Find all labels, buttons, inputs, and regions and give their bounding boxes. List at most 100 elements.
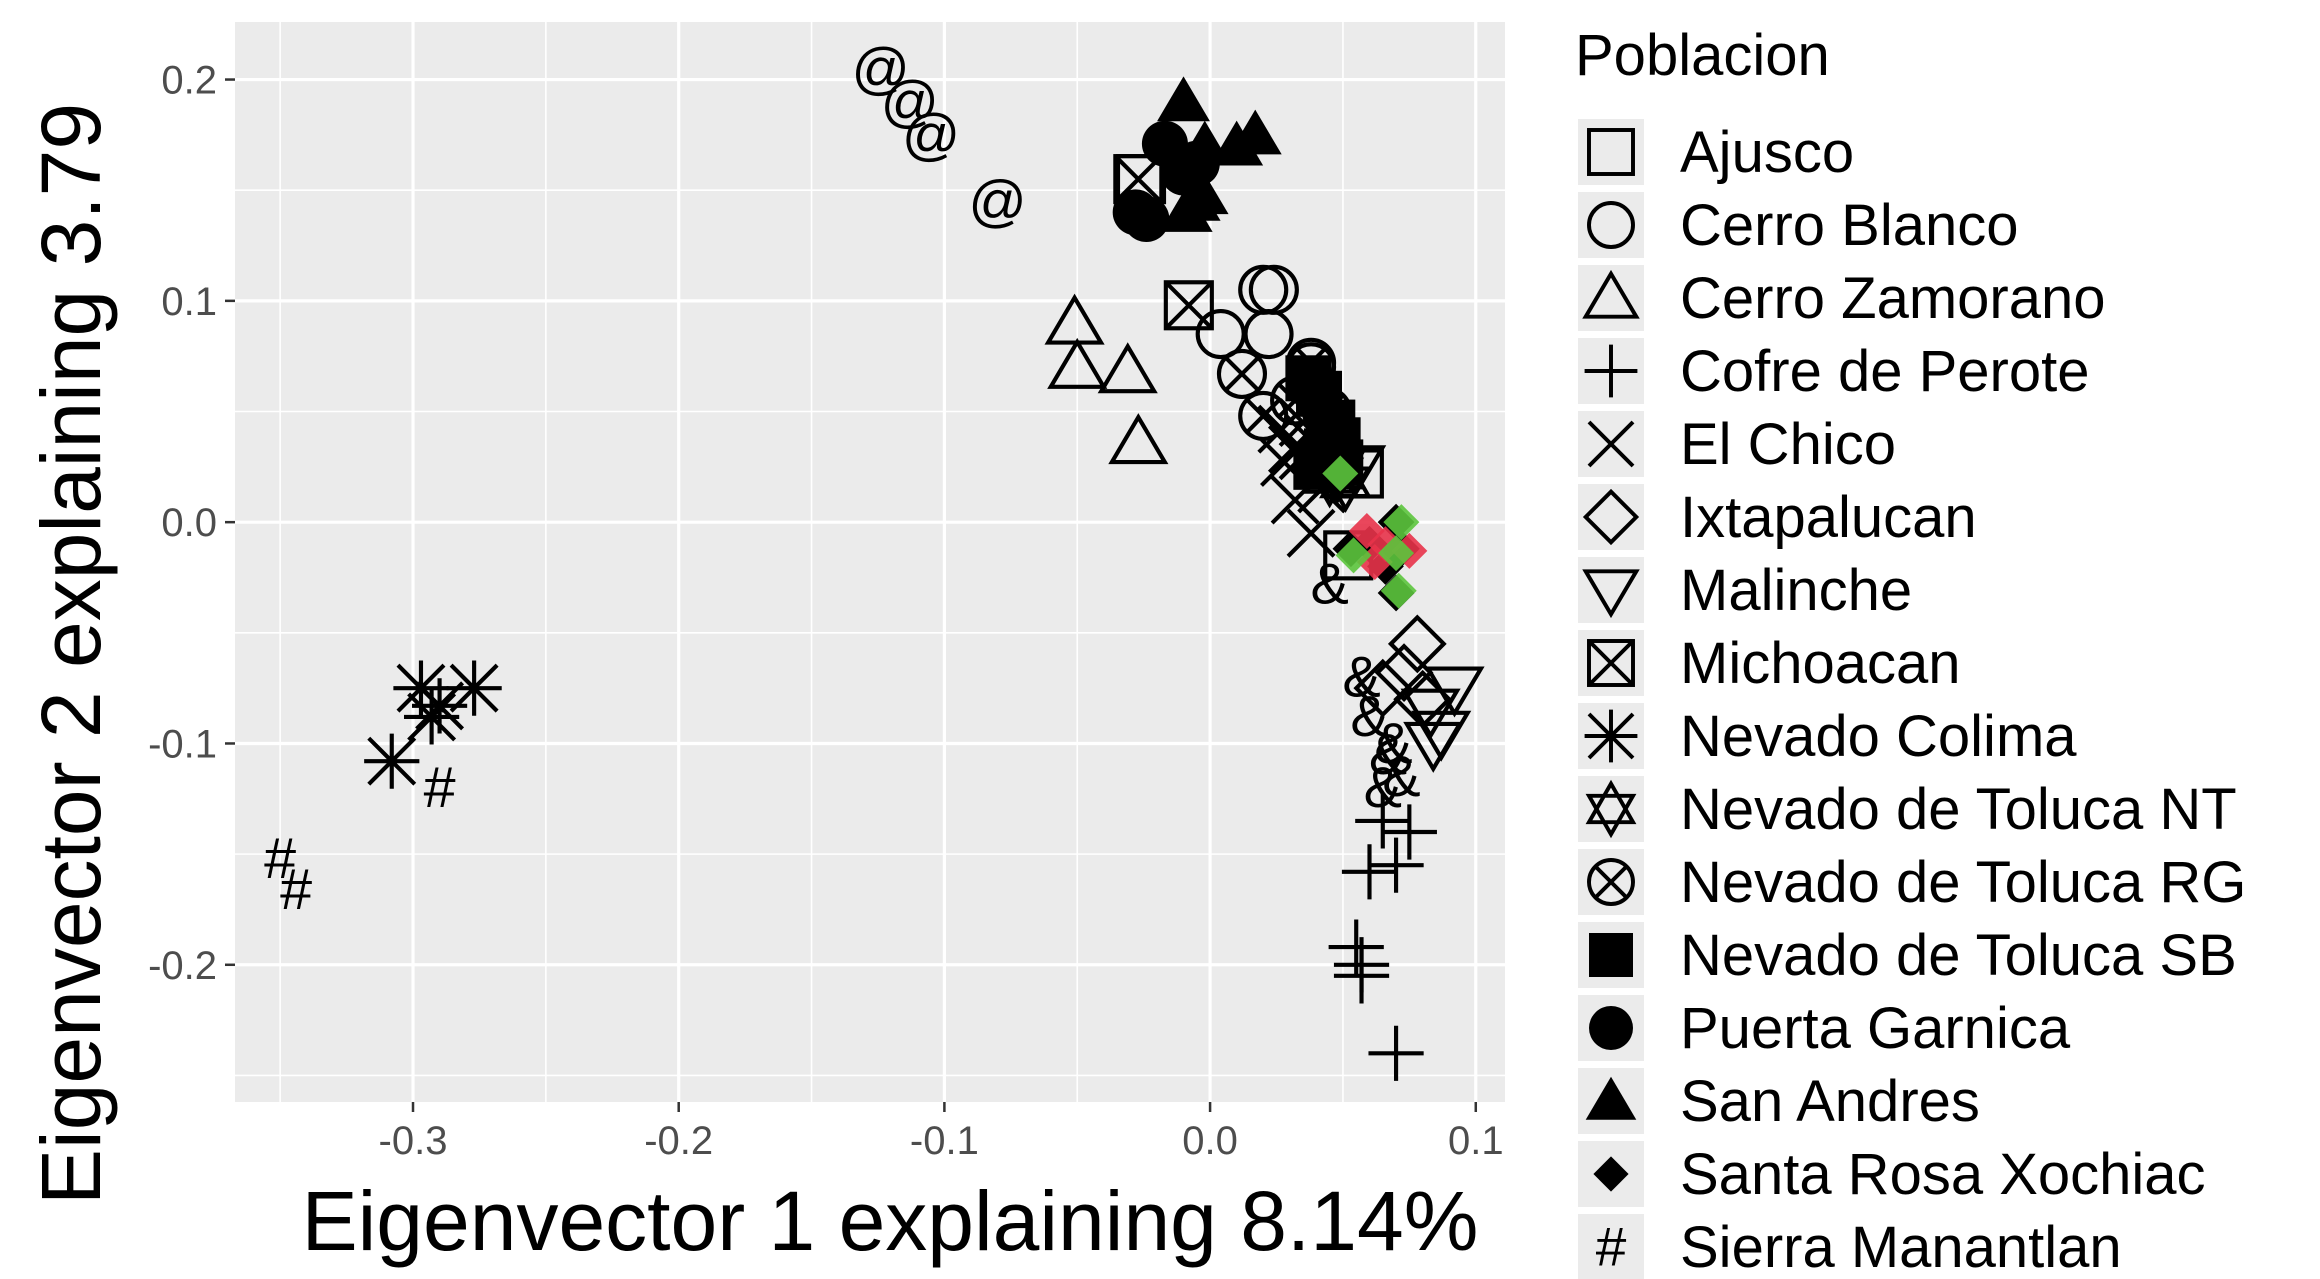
legend-key-mark: [1582, 269, 1640, 319]
data-point: [1403, 721, 1464, 773]
data-point-mark: [1163, 280, 1214, 331]
data-point-mark: #: [280, 858, 312, 922]
data-point-mark: @: [851, 37, 909, 101]
data-point-mark: [1047, 337, 1108, 389]
legend-key-mark: [1587, 128, 1635, 176]
data-point: [1353, 658, 1413, 718]
data-point: [446, 660, 502, 716]
legend-key-mark: [1593, 1156, 1629, 1192]
data-point: [1047, 337, 1108, 389]
legend-item: Nevado de Toluca RG: [1578, 849, 2246, 915]
data-point-mark: @: [968, 170, 1026, 234]
data-point: [404, 689, 460, 745]
legend-label: Cofre de Perote: [1680, 339, 2089, 404]
legend-label: Sierra Manantlan: [1680, 1215, 2122, 1279]
x-tick-label: 0.0: [1182, 1119, 1238, 1163]
legend-label: Cerro Zamorano: [1680, 266, 2105, 331]
x-axis-title: Eigenvector 1 explaining 8.14%: [302, 1174, 1479, 1268]
data-point-mark: [1387, 614, 1447, 674]
data-point: [1333, 937, 1390, 993]
data-point: @: [968, 170, 1026, 234]
data-point-mark: &: [1382, 745, 1420, 809]
legend-item: Michoacan: [1578, 630, 1960, 696]
data-point-mark: [1309, 399, 1356, 446]
data-point: [1248, 264, 1299, 315]
x-tick-label: -0.3: [379, 1119, 448, 1163]
legend-key-mark: [1582, 488, 1640, 546]
data-point-mark: [1355, 793, 1411, 849]
data-points: ###@@@@&&&&&&&: [264, 37, 1485, 1081]
data-point: [1341, 844, 1398, 900]
legend-item: Ajusco: [1578, 119, 1854, 185]
highlight-point: [1380, 572, 1417, 609]
legend-key-mark: [1582, 569, 1640, 619]
highlight-point: [1383, 504, 1420, 541]
legend-item: # Sierra Manantlan: [1578, 1214, 2122, 1279]
highlight-point: [1378, 535, 1415, 572]
legend-key-mark: [1587, 639, 1635, 687]
data-point-mark: [1123, 195, 1170, 242]
legend-key-mark: [1594, 865, 1628, 899]
legend: Poblacion Ajusco Cerro Blanco Cerro Zamora…: [1575, 23, 2246, 1279]
data-point-mark: [1353, 658, 1413, 718]
y-tick-label: -0.2: [148, 944, 217, 988]
highlight-point: [1322, 455, 1359, 492]
data-point-mark: [1224, 356, 1260, 392]
data-point: [1286, 508, 1336, 558]
data-point-mark: [1248, 264, 1299, 315]
highlight-point: [1335, 537, 1372, 574]
data-point: [1228, 109, 1282, 155]
legend-label: Puerta Garnica: [1680, 996, 2071, 1061]
legend-item: Cofre de Perote: [1578, 338, 2089, 404]
legend-label: Nevado de Toluca RG: [1680, 850, 2246, 915]
legend-label: Santa Rosa Xochiac: [1680, 1142, 2206, 1207]
data-point-mark: &: [1369, 723, 1407, 787]
legend-label: Ixtapalucan: [1680, 485, 1977, 550]
x-tick-label: -0.2: [644, 1119, 713, 1163]
legend-item: San Andres: [1578, 1068, 1980, 1134]
data-point: [1355, 793, 1411, 849]
legend-item: Nevado de Toluca SB: [1578, 922, 2237, 988]
legend-key-mark: [1584, 344, 1638, 398]
data-point: [1368, 1025, 1424, 1081]
legend-label: Nevado de Toluca NT: [1680, 777, 2237, 842]
legend-key-mark: [1589, 1006, 1633, 1050]
data-point: @: [881, 70, 939, 134]
data-point: [1097, 342, 1158, 394]
data-point-mark: [1341, 844, 1398, 900]
legend-label: Ajusco: [1680, 120, 1854, 185]
data-point-mark: [1157, 76, 1210, 122]
data-point-mark: &: [1374, 712, 1412, 776]
data-point-mark: [1175, 169, 1229, 215]
legend-label: Nevado Colima: [1680, 704, 2077, 769]
x-tick-label: 0.1: [1448, 1119, 1504, 1163]
data-point-mark: [446, 660, 502, 716]
data-point-mark: [1097, 342, 1158, 394]
legend-key-mark: [1585, 1076, 1637, 1120]
data-point: &: [1382, 745, 1420, 809]
data-point: &: [1369, 723, 1407, 787]
data-point-mark: [1108, 413, 1169, 465]
data-point-mark: [1164, 280, 1214, 330]
legend-label: El Chico: [1680, 412, 1896, 477]
data-point: @: [902, 103, 960, 167]
data-point: &: [1342, 645, 1380, 709]
y-axis-title: Eigenvector 2 explaining 3.79: [24, 103, 118, 1205]
data-point-mark: #: [264, 827, 296, 891]
data-point: #: [264, 827, 296, 891]
data-point-mark: &: [1310, 552, 1348, 616]
y-tick-label: -0.1: [148, 722, 217, 766]
legend-title: Poblacion: [1575, 23, 1830, 88]
axes: -0.3 -0.2 -0.1 0.0 0.1 -0.2 -0.1 0.0 0.1 0.2: [148, 59, 1504, 1163]
data-point-mark: [1238, 390, 1289, 442]
data-point-mark: [404, 689, 460, 745]
data-point: [1175, 169, 1229, 215]
data-point: @: [851, 37, 909, 101]
legend-item: El Chico: [1578, 411, 1896, 477]
data-point-mark: #: [424, 756, 456, 820]
legend-label: Michoacan: [1680, 631, 1960, 696]
data-point: [1381, 804, 1437, 860]
legend-key-mark: [1584, 709, 1638, 763]
data-point-mark: [1368, 1025, 1424, 1081]
